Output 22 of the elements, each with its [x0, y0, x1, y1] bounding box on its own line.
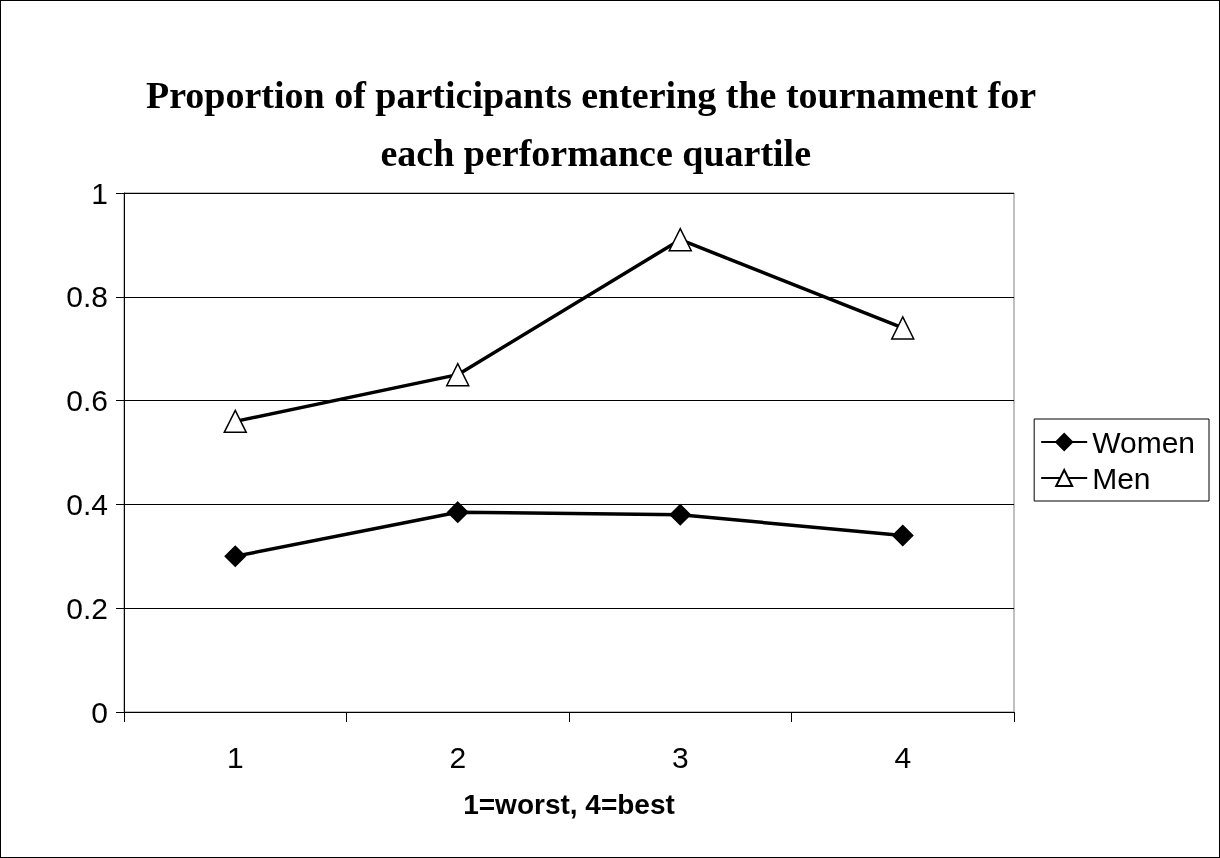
legend-label: Men: [1092, 461, 1151, 495]
x-tick-label: 2: [449, 740, 467, 774]
y-tick-label: 0.2: [66, 591, 108, 625]
chart-title: Proportion of participants entering the tournament for each performance quartile: [145, 74, 1037, 174]
legend-label: Women: [1092, 425, 1196, 459]
point: [891, 316, 915, 340]
point: [447, 501, 469, 523]
y-tick-label: 0: [91, 695, 108, 729]
y-tick-label: 0.6: [66, 384, 108, 418]
x-axis-title: 1=worst, 4=best: [463, 788, 675, 820]
point: [224, 545, 246, 568]
point: [892, 524, 914, 547]
point: [669, 504, 691, 526]
x-tick-label: 4: [894, 740, 912, 774]
y-tick-label: 0.8: [66, 280, 108, 314]
y-tick-label: 0.4: [66, 487, 108, 521]
point: [668, 227, 692, 252]
point: [223, 409, 247, 434]
x-tick-label: 1: [226, 740, 244, 774]
y-tick-label: 1: [91, 176, 108, 210]
x-tick-label: 3: [671, 740, 689, 774]
point: [446, 362, 470, 387]
